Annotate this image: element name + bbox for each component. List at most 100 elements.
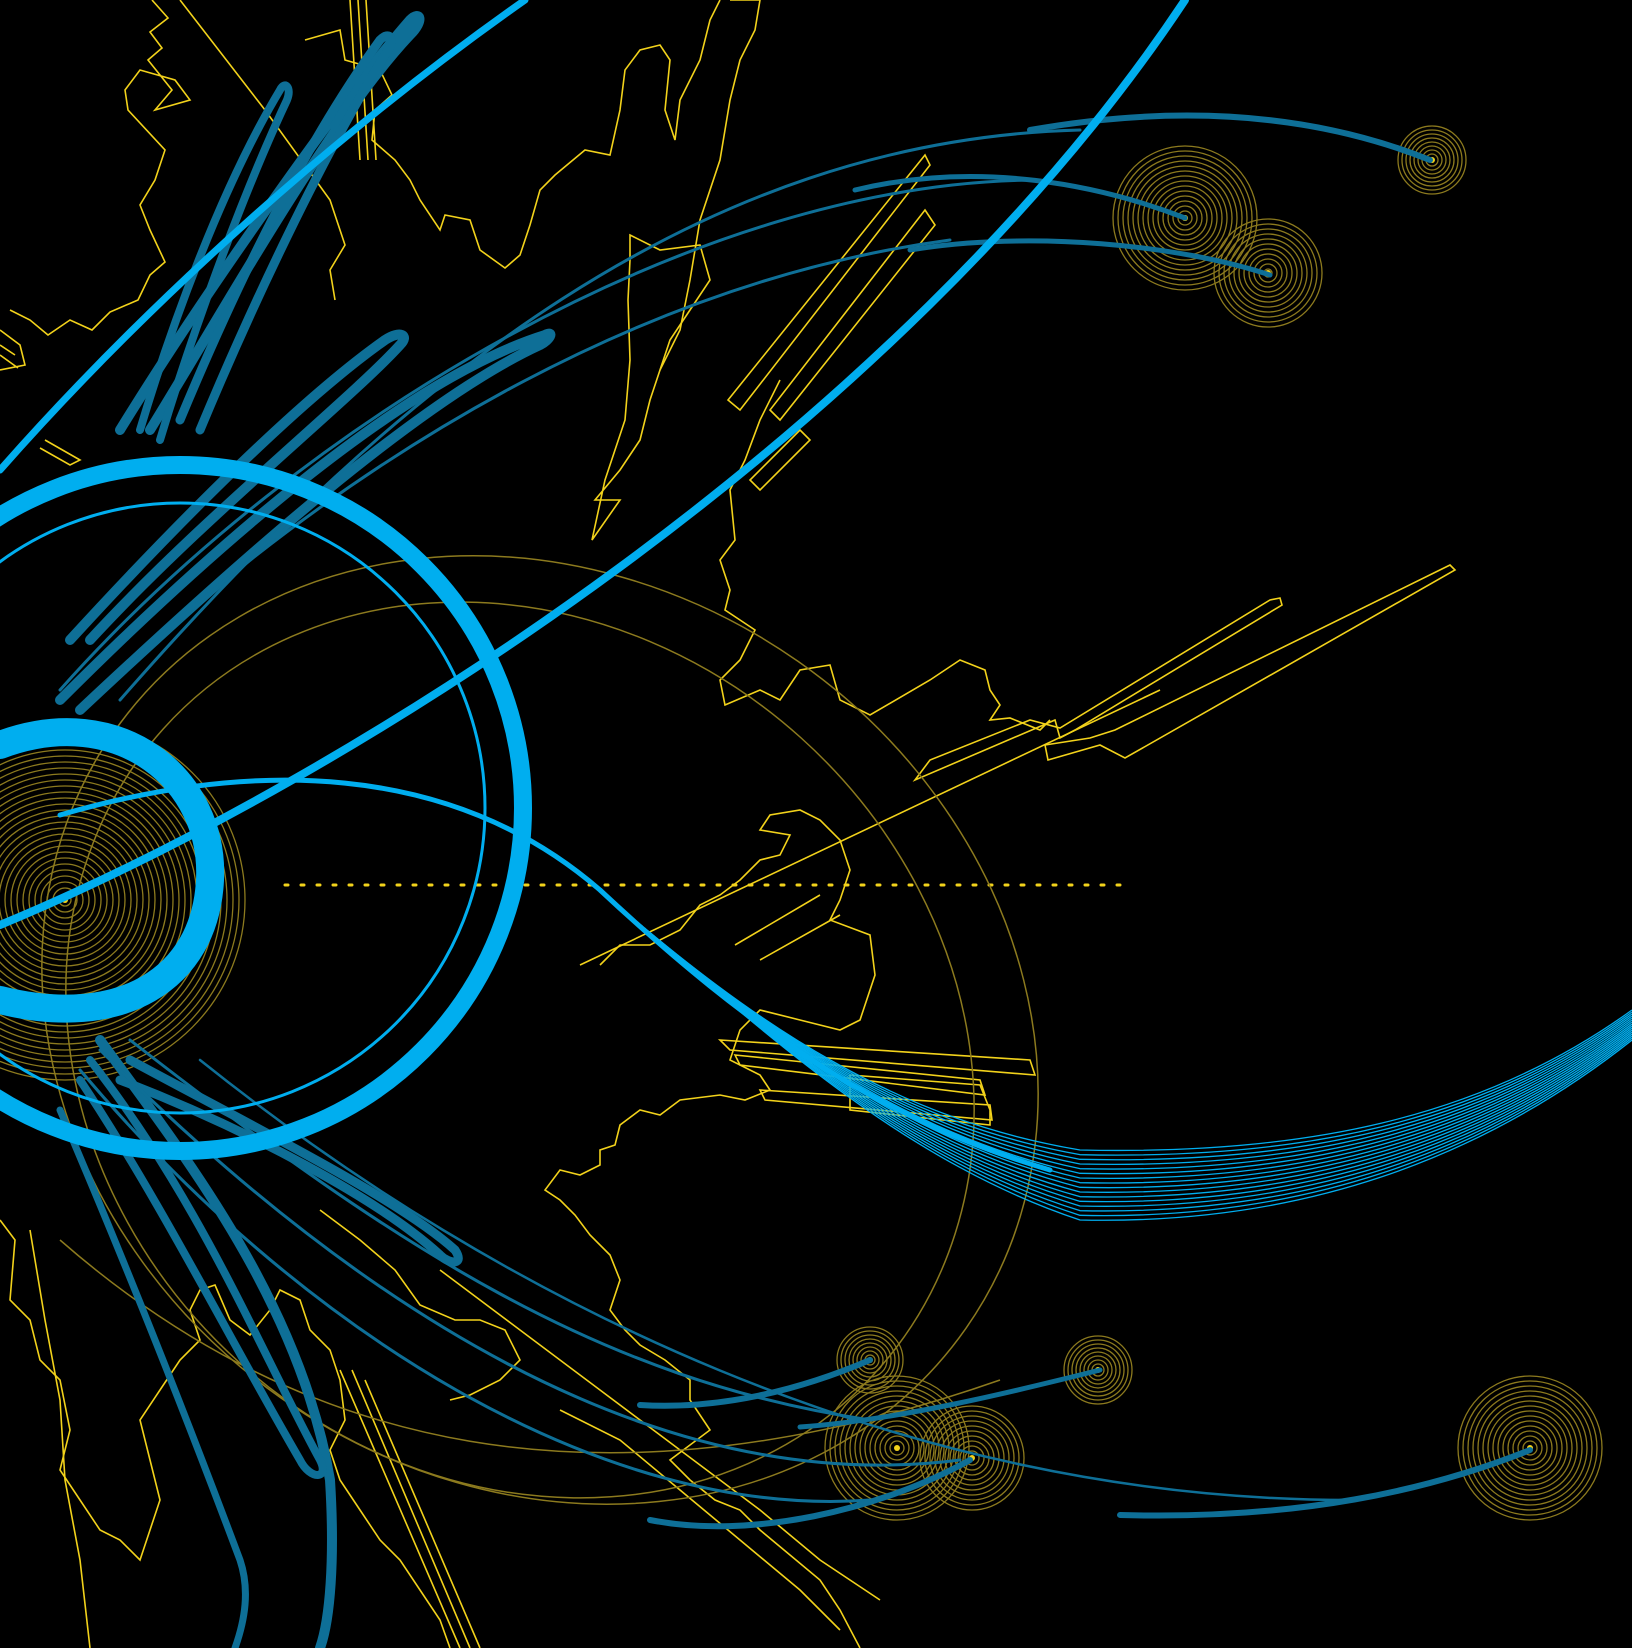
dim-blue-loop-top-3 <box>136 81 293 444</box>
ring <box>934 1420 1010 1496</box>
yellow-outline-shapes <box>0 0 1457 1648</box>
ring <box>1071 1343 1125 1397</box>
olive-arc-lower <box>59 1239 1001 1454</box>
ring <box>919 1405 1025 1511</box>
yellow-long-line-center <box>579 689 1161 966</box>
yellow-skyline-top-right-spike <box>659 0 761 371</box>
yellow-skyline-lower-center <box>543 809 876 1648</box>
ring <box>959 1445 985 1471</box>
dim-blue-tail-top-3 <box>907 238 1273 278</box>
yellow-diagonal-bars <box>726 153 931 412</box>
dim-blue-arc-top-wide-2 <box>58 178 1042 692</box>
dim-blue-tail-bottom-2 <box>797 1367 1103 1430</box>
ring <box>944 1430 1000 1486</box>
ring <box>1401 129 1463 191</box>
ring <box>1172 205 1198 231</box>
yellow-skyline-bottom-left <box>0 1219 451 1648</box>
ring <box>1075 1347 1121 1393</box>
ring <box>1522 1440 1538 1456</box>
bright-blue-thick-ring <box>0 718 225 1023</box>
dim-blue-loop-bottom-4 <box>56 1106 249 1648</box>
ring <box>1087 1359 1109 1381</box>
ring <box>1397 125 1467 195</box>
dim-blue-arc-top-wide-3 <box>88 238 952 702</box>
ring <box>1137 170 1233 266</box>
yellow-double-lines-bottom <box>339 1369 481 1648</box>
ring <box>22 857 108 943</box>
ring <box>0 833 132 967</box>
ring <box>1127 160 1243 276</box>
yellow-spike-mid-left <box>591 233 711 541</box>
yellow-bars-lower-center <box>717 1039 1037 1121</box>
bright-blue-sweep <box>57 777 1053 1173</box>
ring <box>859 1410 935 1486</box>
ring <box>939 1425 1005 1491</box>
ring <box>1492 1410 1568 1486</box>
ring <box>1482 1400 1578 1496</box>
ring <box>1472 1390 1588 1506</box>
yellow-long-bar-right-2 <box>1044 564 1457 762</box>
ring <box>860 1350 880 1370</box>
ring <box>4 839 126 961</box>
ring <box>34 869 96 931</box>
ring <box>1067 1339 1129 1401</box>
ring <box>1083 1355 1113 1385</box>
ring <box>1467 1385 1593 1511</box>
yellow-diagonal-bars-3 <box>748 428 812 492</box>
ring <box>856 1346 884 1374</box>
yellow-bars-left-edge <box>0 329 82 466</box>
ring <box>1079 1351 1117 1389</box>
ring <box>10 845 120 955</box>
yellow-bracket-lower-center <box>849 1074 991 1126</box>
yellow-line-bottom-center-2 <box>559 1409 841 1631</box>
ring <box>836 1326 904 1394</box>
ring <box>1213 218 1323 328</box>
ring <box>1223 228 1313 318</box>
ring <box>1162 195 1208 241</box>
yellow-spike-bottom-left <box>319 1209 521 1401</box>
ring <box>1248 253 1288 293</box>
ring <box>1152 185 1218 251</box>
ring <box>1405 133 1459 187</box>
bright-blue-arcs <box>0 0 1189 1173</box>
dim-blue-tail-bottom-4 <box>1117 1447 1533 1519</box>
ring <box>1132 165 1238 271</box>
ring <box>1117 150 1253 286</box>
ring <box>964 1450 980 1466</box>
ring <box>1167 200 1203 236</box>
ring-center-dot <box>894 1445 900 1451</box>
yellow-skyline-center <box>719 379 1051 731</box>
dim-blue-tail-bottom-1 <box>637 1357 873 1409</box>
ring <box>889 1440 905 1456</box>
ring <box>1233 238 1303 308</box>
ring <box>1122 155 1248 281</box>
ring-cluster-top-right-2 <box>1112 145 1258 291</box>
ring <box>824 1375 970 1521</box>
bright-blue-inner-ring <box>0 501 487 1115</box>
ring <box>1228 233 1308 313</box>
ring <box>1477 1395 1583 1501</box>
ring <box>1497 1415 1563 1481</box>
dim-blue-loop-bottom-1 <box>95 1035 337 1648</box>
dim-blue-tail-top-2 <box>852 174 1188 221</box>
ring <box>1413 141 1451 179</box>
ring <box>1512 1430 1548 1466</box>
ring <box>1063 1335 1133 1405</box>
dim-blue-tail-bottom-3 <box>647 1457 973 1530</box>
ring <box>869 1420 925 1476</box>
ring <box>844 1334 896 1386</box>
ring <box>46 881 84 919</box>
ring <box>1177 210 1193 226</box>
ring <box>929 1415 1015 1501</box>
dim-blue-loops <box>55 11 1533 1648</box>
bright-blue-main-arc <box>0 0 1189 929</box>
ring <box>1409 137 1455 183</box>
ring <box>1417 145 1447 175</box>
ring <box>884 1435 910 1461</box>
ring-cluster-bottom-right <box>1457 1375 1603 1521</box>
ring <box>1507 1425 1553 1471</box>
ring <box>0 809 156 991</box>
fan-line <box>599 889 1632 1221</box>
ring-cluster-bottom-2 <box>1063 1335 1133 1405</box>
ring <box>852 1342 888 1378</box>
